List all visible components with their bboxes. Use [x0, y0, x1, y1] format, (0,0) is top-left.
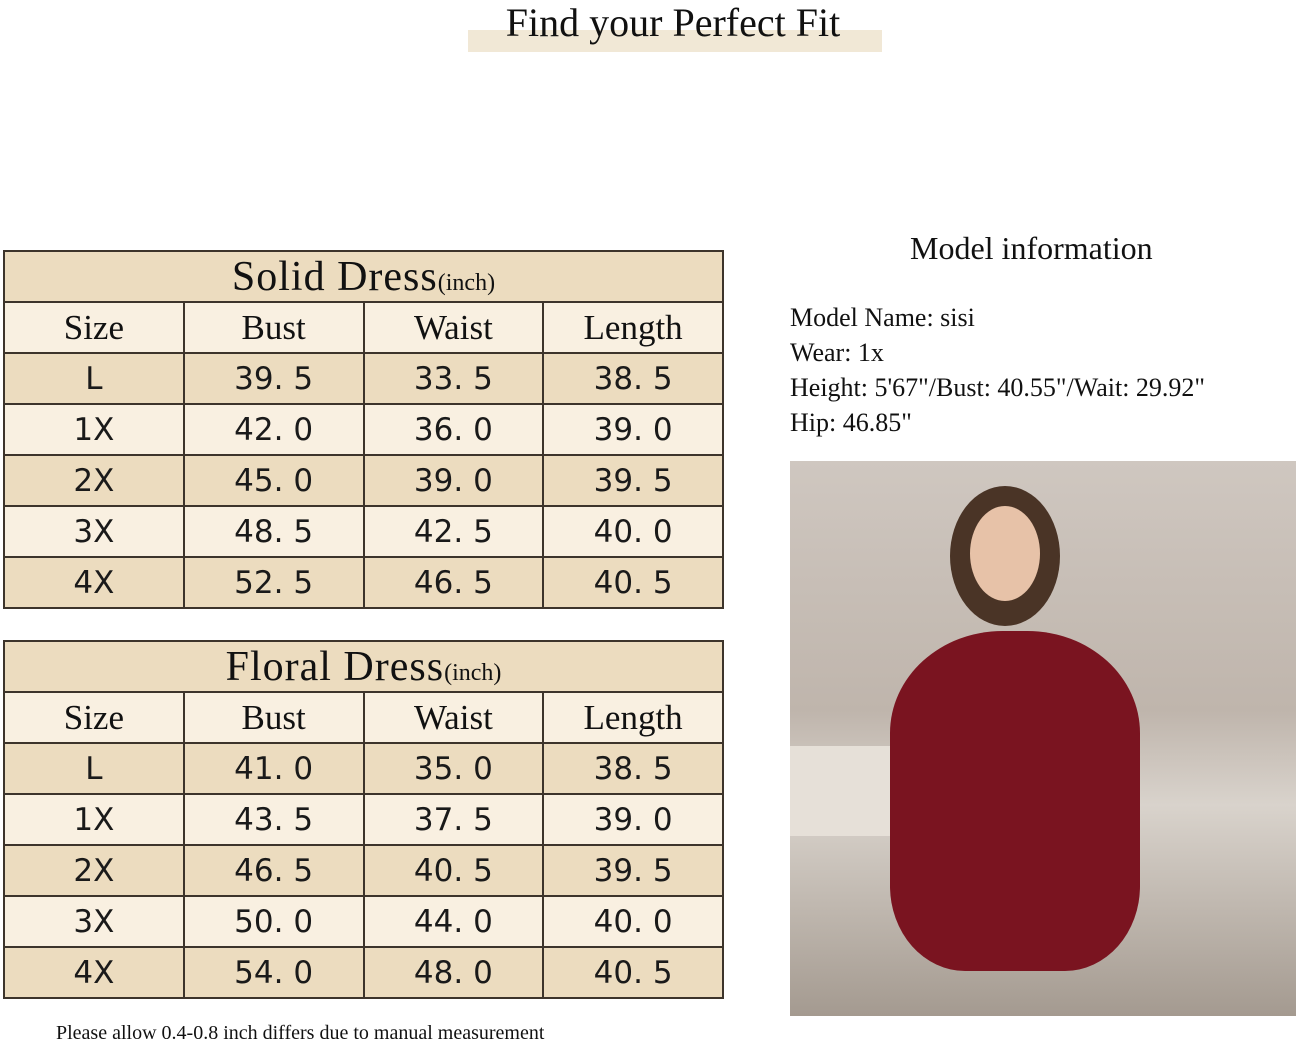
- table-cell: 39. 5: [542, 844, 724, 897]
- column-header: Length: [542, 691, 724, 744]
- table-name: Solid Dress: [231, 253, 438, 300]
- table-cell: 36. 0: [362, 403, 545, 456]
- table-cell: 46. 5: [182, 844, 365, 897]
- table-cell: 3X: [3, 505, 185, 558]
- table-name: Floral Dress: [225, 643, 445, 690]
- model-info: Model Name: sisi Wear: 1x Height: 5'67"/…: [790, 300, 1205, 440]
- table-cell: 44. 0: [362, 895, 545, 948]
- column-header: Waist: [362, 301, 545, 354]
- table-row: 1X 43. 5 37. 5 39. 0: [3, 793, 724, 846]
- table-cell: L: [3, 352, 185, 405]
- table-cell: 40. 5: [542, 556, 724, 609]
- table-title: Solid Dress(inch): [3, 250, 724, 303]
- model-photo: [790, 461, 1296, 1016]
- floral-dress-table: Floral Dress(inch) Size Bust Waist Length L 41…: [3, 640, 724, 999]
- table-cell: 2X: [3, 454, 185, 507]
- table-row: 2X 45. 0 39. 0 39. 5: [3, 454, 724, 507]
- table-cell: L: [3, 742, 185, 795]
- table-cell: 52. 5: [182, 556, 365, 609]
- table-cell: 33. 5: [362, 352, 545, 405]
- table-cell: 42. 5: [362, 505, 545, 558]
- title-band: [468, 30, 882, 52]
- model-name: Model Name: sisi: [790, 303, 975, 332]
- table-cell: 46. 5: [362, 556, 545, 609]
- table-row: 4X 52. 5 46. 5 40. 5: [3, 556, 724, 609]
- page-title: Find your Perfect Fit: [505, 0, 841, 45]
- table-cell: 4X: [3, 556, 185, 609]
- table-title: Floral Dress(inch): [3, 640, 724, 693]
- table-cell: 41. 0: [182, 742, 365, 795]
- column-header: Size: [3, 301, 185, 354]
- table-cell: 1X: [3, 403, 185, 456]
- table-cell: 40. 0: [542, 895, 724, 948]
- table-cell: 40. 5: [362, 844, 545, 897]
- table-cell: 39. 0: [542, 793, 724, 846]
- table-cell: 3X: [3, 895, 185, 948]
- solid-dress-table: Solid Dress(inch) Size Bust Waist Length L 39.…: [3, 250, 724, 609]
- table-row: L 41. 0 35. 0 38. 5: [3, 742, 724, 795]
- table-cell: 39. 0: [542, 403, 724, 456]
- table-cell: 38. 5: [542, 742, 724, 795]
- table-cell: 48. 5: [182, 505, 365, 558]
- model-info-heading: Model information: [910, 230, 1153, 266]
- column-header: Waist: [362, 691, 545, 744]
- table-row: 1X 42. 0 36. 0 39. 0: [3, 403, 724, 456]
- table-cell: 37. 5: [362, 793, 545, 846]
- table-cell: 4X: [3, 946, 185, 999]
- model-face: [970, 506, 1040, 601]
- model-hip: Hip: 46.85": [790, 408, 912, 437]
- table-cell: 45. 0: [182, 454, 365, 507]
- table-row: 2X 46. 5 40. 5 39. 5: [3, 844, 724, 897]
- table-cell: 2X: [3, 844, 185, 897]
- model-measurements: Height: 5'67"/Bust: 40.55"/Wait: 29.92": [790, 373, 1206, 402]
- table-row: L 39. 5 33. 5 38. 5: [3, 352, 724, 405]
- column-header: Bust: [182, 301, 365, 354]
- table-cell: 40. 5: [542, 946, 724, 999]
- table-cell: 1X: [3, 793, 185, 846]
- table-row: 3X 48. 5 42. 5 40. 0: [3, 505, 724, 558]
- table-cell: 38. 5: [542, 352, 724, 405]
- table-row: 4X 54. 0 48. 0 40. 5: [3, 946, 724, 999]
- floral-dress: [890, 631, 1140, 971]
- column-header: Length: [542, 301, 724, 354]
- table-cell: 48. 0: [362, 946, 545, 999]
- model-wear: Wear: 1x: [790, 338, 884, 367]
- table-cell: 50. 0: [182, 895, 365, 948]
- table-cell: 42. 0: [182, 403, 365, 456]
- column-header: Bust: [182, 691, 365, 744]
- footnote: Please allow 0.4-0.8 inch differs due to…: [56, 1022, 545, 1044]
- table-cell: 43. 5: [182, 793, 365, 846]
- table-cell: 40. 0: [542, 505, 724, 558]
- table-cell: 54. 0: [182, 946, 365, 999]
- table-row: 3X 50. 0 44. 0 40. 0: [3, 895, 724, 948]
- unit-label: (inch): [437, 269, 496, 296]
- column-header: Size: [3, 691, 185, 744]
- table-cell: 39. 0: [362, 454, 545, 507]
- table-cell: 39. 5: [542, 454, 724, 507]
- table-cell: 35. 0: [362, 742, 545, 795]
- unit-label: (inch): [444, 659, 502, 686]
- table-cell: 39. 5: [182, 352, 365, 405]
